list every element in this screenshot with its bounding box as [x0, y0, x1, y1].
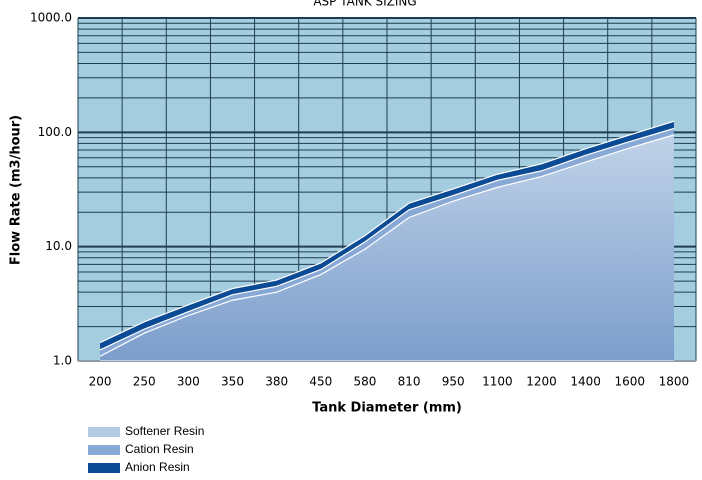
- x-tick-label: 810: [398, 375, 421, 389]
- y-tick-label: 1.0: [53, 354, 72, 368]
- x-tick-label: 1600: [615, 375, 646, 389]
- x-tick-label: 200: [89, 375, 112, 389]
- x-tick-label: 1800: [659, 375, 690, 389]
- x-axis-title: Tank Diameter (mm): [312, 401, 462, 416]
- legend-label: Cation Resin: [125, 442, 194, 456]
- x-tick-label: 950: [442, 375, 465, 389]
- x-tick-label: 1400: [570, 375, 601, 389]
- x-tick-label: 1200: [526, 375, 557, 389]
- x-tick-label: 450: [309, 375, 332, 389]
- y-tick-label: 1000.0: [30, 11, 72, 25]
- legend-swatch: [88, 445, 120, 455]
- legend-swatch: [88, 427, 120, 437]
- y-axis-title: Flow Rate (m3/hour): [9, 115, 24, 265]
- x-tick-label: 250: [133, 375, 156, 389]
- y-tick-label: 10.0: [45, 239, 72, 253]
- area-edge: [99, 127, 675, 351]
- area: [100, 134, 674, 361]
- x-tick-label: 580: [353, 375, 376, 389]
- legend-swatch: [88, 463, 120, 473]
- area-edge: [99, 134, 675, 357]
- x-tick-label: 380: [265, 375, 288, 389]
- legend-label: Anion Resin: [125, 460, 190, 474]
- legend-label: Softener Resin: [125, 424, 204, 438]
- x-tick-label: 300: [177, 375, 200, 389]
- x-tick-label: 1100: [482, 375, 513, 389]
- y-tick-label: 100.0: [38, 125, 72, 139]
- area-edge: [99, 120, 675, 344]
- chart-title: ASP TANK SIZING: [313, 0, 416, 9]
- x-tick-label: 350: [221, 375, 244, 389]
